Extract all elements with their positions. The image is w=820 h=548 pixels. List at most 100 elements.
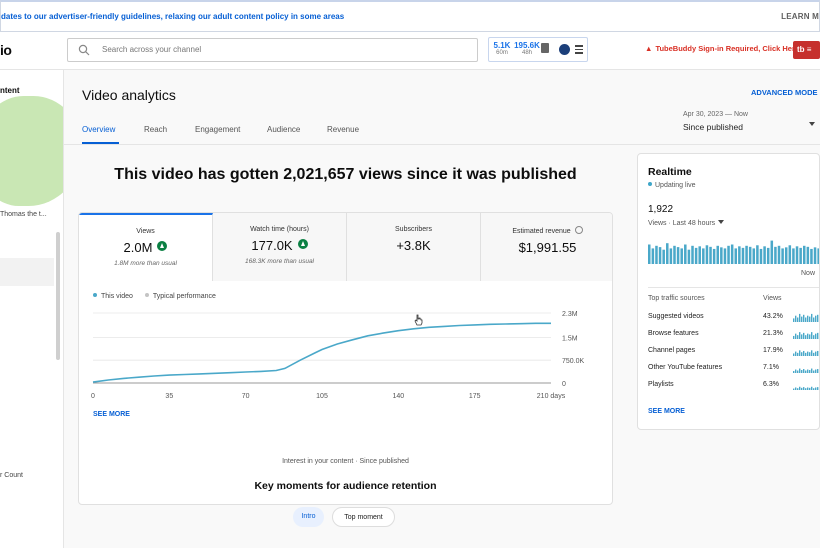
sparkline-bar — [807, 333, 809, 339]
sidebar-scrollbar[interactable] — [56, 232, 60, 360]
traffic-source-percent: 17.9% — [763, 347, 783, 354]
sparkline-bar — [803, 369, 805, 373]
sparkline-bar — [815, 369, 817, 373]
realtime-bar — [756, 245, 759, 264]
realtime-bar — [810, 248, 813, 264]
realtime-bar — [734, 248, 738, 264]
sparkline-bar — [795, 387, 797, 390]
realtime-bar — [813, 247, 817, 264]
traffic-source-row[interactable]: Suggested videos 43.2% — [648, 313, 819, 327]
retention-subtitle: Interest in your content · Since publish… — [282, 458, 409, 465]
metric-value-text: 2.0M — [123, 240, 153, 255]
realtime-status-text: Updating live — [655, 182, 696, 189]
sparkline-bar — [813, 388, 815, 390]
metric-comparison: 1.8M more than usual — [114, 260, 177, 267]
realtime-stats-widget[interactable]: 5.1K 60m 195.6K 48h — [488, 37, 588, 62]
realtime-bar — [712, 248, 716, 264]
left-sidebar: ntent Thomas the t... r Count — [0, 70, 64, 548]
metric-subscribers[interactable]: Subscribers +3.8K — [347, 213, 481, 281]
search-input[interactable]: Search across your channel — [67, 38, 478, 62]
traffic-source-row[interactable]: Channel pages 17.9% — [648, 347, 819, 361]
tubebuddy-menu-button[interactable]: tb ≡ — [793, 41, 820, 59]
sparkline-bar — [801, 316, 803, 322]
sparkline-bar — [811, 386, 813, 390]
top-bar: io Search across your channel 5.1K 60m 1… — [0, 32, 820, 70]
traffic-sparkline — [793, 332, 819, 339]
tab-engagement[interactable]: Engagement — [195, 125, 241, 134]
subs-value: 5.1K — [493, 41, 511, 50]
y-tick-label: 0 — [562, 381, 566, 388]
sparkline-bar — [795, 351, 797, 356]
realtime-bar — [669, 248, 673, 264]
realtime-bar — [666, 243, 669, 264]
video-thumbnail[interactable] — [0, 96, 63, 206]
sparkline-bar — [807, 387, 809, 390]
realtime-title: Realtime — [648, 166, 692, 178]
metric-value-text: 177.0K — [251, 238, 293, 253]
sparkline-bar — [799, 368, 801, 373]
traffic-source-percent: 7.1% — [763, 364, 779, 371]
sparkline-bar — [801, 352, 803, 356]
realtime-bar — [799, 247, 802, 264]
sparkline-bar — [817, 369, 819, 373]
realtime-bar-chart[interactable] — [638, 236, 820, 266]
sparkline-bar — [805, 335, 807, 339]
key-moments-title: Key moments for audience retention — [254, 480, 437, 492]
arrow-up-icon — [157, 241, 168, 251]
top-moment-chip[interactable]: Top moment — [332, 507, 395, 527]
realtime-divider — [648, 287, 819, 288]
realtime-bar — [648, 244, 651, 264]
realtime-bar — [770, 240, 774, 264]
sparkline-bar — [809, 352, 811, 356]
menu-icon[interactable] — [575, 45, 583, 54]
bar-chart-icon[interactable] — [541, 43, 549, 53]
tubebuddy-signin-link[interactable]: ▲ TubeBuddy Sign-in Required, Click Here — [645, 44, 799, 53]
intro-chip[interactable]: Intro — [293, 507, 324, 527]
sparkline-bar — [803, 314, 805, 322]
chevron-down-icon[interactable] — [809, 122, 815, 126]
metric-value: 2.0M — [79, 240, 212, 255]
x-tick-label: 35 — [165, 393, 173, 400]
sidebar-item-analytics[interactable] — [0, 258, 54, 286]
sparkline-bar — [797, 370, 799, 373]
x-tick-label: 70 — [242, 393, 250, 400]
metric-label: Subscribers — [395, 226, 432, 233]
sparkline-bar — [815, 387, 817, 390]
metric-watch-time[interactable]: Watch time (hours) 177.0K 168.3K more th… — [213, 213, 347, 281]
traffic-source-row[interactable]: Browse features 21.3% — [648, 330, 819, 344]
tab-reach[interactable]: Reach — [144, 125, 168, 134]
realtime-bar — [673, 245, 676, 264]
tab-revenue[interactable]: Revenue — [327, 125, 360, 134]
realtime-bar — [738, 246, 741, 264]
sparkline-bar — [805, 370, 807, 373]
learn-more-link[interactable]: LEARN M — [781, 12, 819, 21]
info-icon[interactable] — [574, 226, 583, 234]
traffic-source-name: Suggested videos — [648, 313, 704, 320]
see-more-link[interactable]: SEE MORE — [93, 411, 130, 418]
metric-views[interactable]: Views 2.0M 1.8M more than usual — [79, 213, 213, 281]
date-range-selector[interactable]: Apr 30, 2023 — Now Since published — [683, 111, 748, 132]
advanced-mode-button[interactable]: ADVANCED MODE — [751, 88, 818, 97]
realtime-bar — [709, 246, 712, 264]
realtime-see-more-link[interactable]: SEE MORE — [648, 408, 685, 415]
tab-overview[interactable]: Overview — [82, 125, 116, 134]
realtime-bar — [745, 245, 748, 264]
sparkline-bar — [811, 350, 813, 356]
traffic-sparkline — [793, 386, 819, 390]
tubebuddy-button-label: tb — [797, 45, 805, 54]
realtime-period-dropdown[interactable]: Views · Last 48 hours — [648, 220, 725, 227]
realtime-bar — [651, 248, 655, 264]
views-headline: This video has gotten 2,021,657 views si… — [114, 166, 577, 183]
views-line-chart[interactable]: 0 750.0K 1.5M 2.3M 0 35 70 105 140 175 210 days — [79, 303, 613, 433]
tab-audience[interactable]: Audience — [267, 125, 301, 134]
traffic-source-row[interactable]: Playlists 6.3% — [648, 381, 819, 395]
tubebuddy-icon[interactable] — [559, 44, 570, 55]
realtime-bar — [658, 247, 662, 264]
studio-logo[interactable]: io — [0, 42, 12, 58]
metric-revenue[interactable]: Estimated revenue $1,991.55 — [481, 213, 612, 281]
traffic-source-row[interactable]: Other YouTube features 7.1% — [648, 364, 819, 378]
sparkline-bar — [799, 350, 801, 356]
realtime-bar — [802, 245, 806, 264]
sparkline-bar — [801, 387, 803, 390]
sparkline-bar — [817, 350, 819, 356]
